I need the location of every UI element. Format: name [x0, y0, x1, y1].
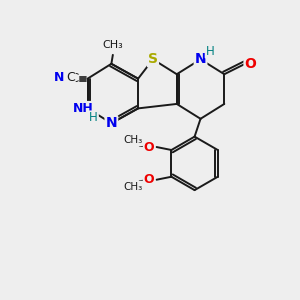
- Text: CH₃: CH₃: [123, 135, 142, 145]
- Text: N: N: [106, 116, 117, 130]
- Text: O: O: [244, 57, 256, 71]
- Text: CH₃: CH₃: [123, 182, 142, 192]
- Text: N: N: [195, 52, 206, 66]
- Text: CH₃: CH₃: [103, 40, 123, 50]
- Text: C: C: [66, 71, 75, 84]
- Text: H: H: [206, 44, 214, 58]
- Text: N: N: [54, 71, 64, 84]
- Text: S: S: [148, 52, 158, 66]
- Text: C: C: [70, 72, 78, 85]
- Text: NH: NH: [73, 102, 94, 115]
- Text: O: O: [144, 173, 154, 186]
- Text: H: H: [89, 111, 98, 124]
- Text: N: N: [56, 72, 67, 85]
- Text: O: O: [144, 140, 154, 154]
